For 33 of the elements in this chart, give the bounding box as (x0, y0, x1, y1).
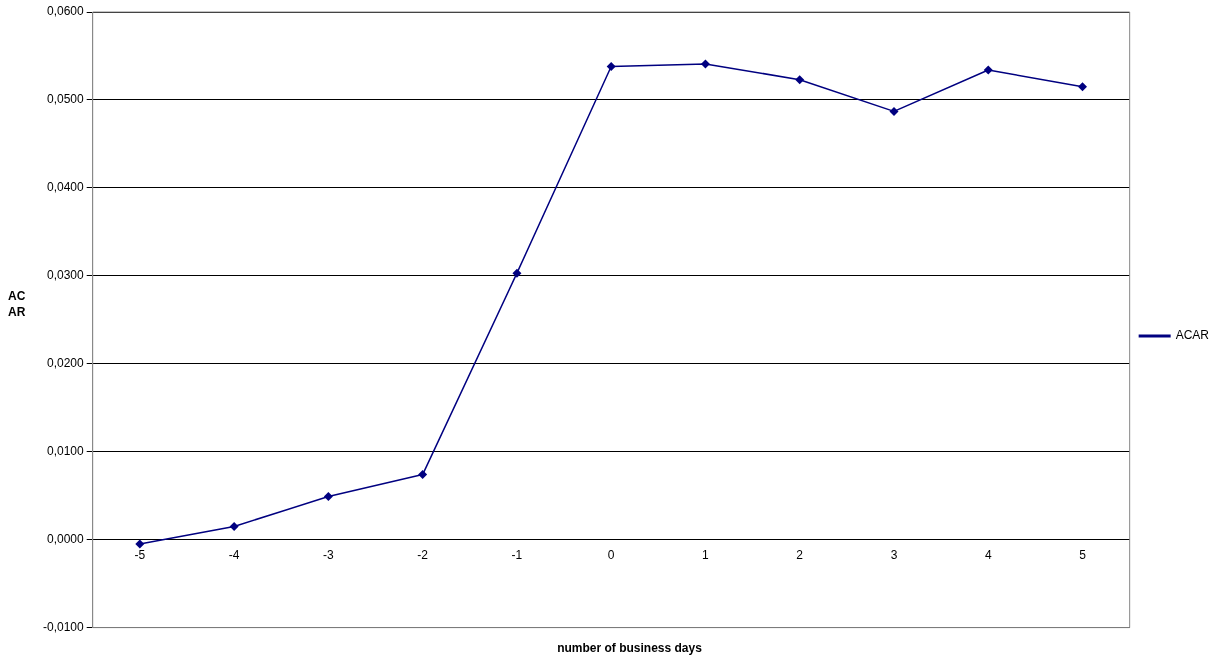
y-tick-label: -0,0100 (43, 619, 85, 634)
x-axis-title: number of business days (557, 641, 703, 656)
x-tick-label: 3 (890, 548, 898, 563)
point (323, 492, 333, 502)
point (889, 106, 899, 116)
x-tick-label: 5 (1079, 548, 1087, 563)
point (606, 62, 616, 72)
legend-label: ACAR (1175, 328, 1210, 343)
point (418, 470, 428, 480)
point (1078, 82, 1088, 92)
x-tick-label: 4 (984, 548, 992, 563)
x-tick-label: 2 (796, 548, 804, 563)
x-tick-label: -2 (417, 548, 429, 563)
x-tick-label: -1 (511, 548, 523, 563)
x-tick-label: -5 (134, 548, 146, 563)
point (795, 75, 805, 85)
point (229, 521, 239, 531)
point (700, 59, 710, 69)
x-tick-label: 1 (702, 548, 710, 563)
point (983, 65, 993, 75)
y-tick-label: 0,0300 (47, 268, 85, 283)
y-tick-label: 0,0100 (47, 444, 85, 459)
point (135, 539, 145, 549)
point (512, 268, 522, 278)
y-tick-label: 0,0500 (47, 92, 85, 107)
x-tick-label: -4 (228, 548, 240, 563)
y-tick-label: 0,0600 (47, 4, 85, 19)
y-tick-label: 0,0200 (47, 356, 85, 371)
y-axis-title: ACAR (8, 288, 27, 320)
y-tick-label: 0,0400 (47, 180, 85, 195)
y-tick-label: 0,0000 (47, 531, 85, 546)
x-tick-label: -3 (323, 548, 335, 563)
x-tick-label: 0 (607, 548, 615, 563)
